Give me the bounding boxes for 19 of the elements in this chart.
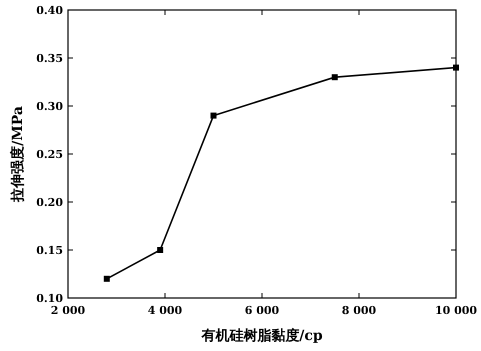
x-tick-label: 2 000 bbox=[50, 304, 86, 317]
x-axis-title: 有机硅树脂黏度/cp bbox=[200, 327, 323, 344]
y-tick-label: 0.10 bbox=[36, 292, 64, 305]
x-tick-label: 4 000 bbox=[148, 304, 183, 317]
x-tick-label: 8 000 bbox=[342, 304, 377, 317]
y-tick-label: 0.15 bbox=[36, 244, 63, 257]
y-tick-label: 0.20 bbox=[36, 196, 64, 209]
point bbox=[453, 64, 459, 71]
y-tick-label: 0.25 bbox=[36, 148, 63, 161]
y-tick-label: 0.40 bbox=[36, 4, 64, 17]
point bbox=[210, 112, 216, 119]
point bbox=[104, 276, 110, 282]
y-tick-label: 0.35 bbox=[36, 52, 63, 65]
y-axis-title: 拉伸强度/MPa bbox=[9, 106, 26, 203]
point bbox=[332, 74, 338, 80]
x-tick-label: 6 000 bbox=[244, 304, 280, 317]
y-tick-label: 0.30 bbox=[36, 100, 64, 113]
x-tick-label: 10 000 bbox=[434, 304, 478, 317]
point bbox=[157, 247, 164, 253]
